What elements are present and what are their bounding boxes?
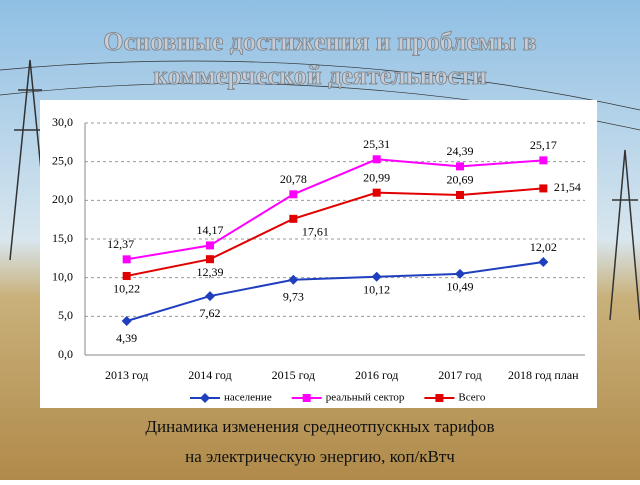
data-label: 25,31 <box>363 137 390 151</box>
legend-marker <box>302 394 311 402</box>
y-tick-label: 10,0 <box>52 269 73 283</box>
data-point <box>456 190 464 199</box>
chart-panel <box>40 100 597 408</box>
data-label: 25,17 <box>530 138 557 152</box>
legend-marker <box>200 393 210 403</box>
x-tick-label: 2015 год <box>272 368 315 382</box>
data-label: 10,49 <box>447 280 474 294</box>
data-label: 12,39 <box>197 265 224 279</box>
data-point <box>122 271 131 280</box>
slide-title: Основные достижения и проблемы в коммерче… <box>103 27 536 90</box>
data-label: 17,61 <box>302 225 329 239</box>
data-point <box>538 257 549 268</box>
x-tick-label: 2013 год <box>105 368 148 382</box>
data-point <box>539 184 548 193</box>
y-tick-label: 25,0 <box>52 153 73 167</box>
data-point <box>206 241 214 250</box>
y-tick-label: 0,0 <box>58 347 73 361</box>
data-label: 21,54 <box>554 180 581 194</box>
data-point <box>121 316 132 327</box>
data-label: 10,22 <box>113 282 140 296</box>
caption: Динамика изменения среднеотпускных тариф… <box>145 417 494 436</box>
data-point <box>289 190 298 199</box>
legend-label: население <box>224 392 272 404</box>
data-label: 10,12 <box>363 282 390 296</box>
data-label: 9,73 <box>283 290 304 304</box>
legend-label: реальный сектор <box>326 392 405 404</box>
data-point <box>122 255 131 264</box>
data-label: 20,69 <box>447 173 474 187</box>
y-tick-label: 15,0 <box>52 231 73 245</box>
data-label: 12,02 <box>530 240 557 254</box>
y-tick-label: 30,0 <box>52 115 73 129</box>
data-label: 7,62 <box>200 306 221 320</box>
x-tick-label: 2016 год <box>355 368 398 382</box>
data-point <box>455 268 465 279</box>
data-label: 14,17 <box>197 223 224 237</box>
series-line <box>126 158 544 261</box>
x-tick-label: 2017 год <box>438 368 481 382</box>
data-label: 24,39 <box>447 144 474 158</box>
data-label: 4,39 <box>116 331 137 345</box>
data-point <box>372 188 381 197</box>
x-tick-label: 2014 год <box>188 368 231 382</box>
series-line <box>126 261 544 323</box>
data-point <box>371 271 382 282</box>
data-point <box>289 214 298 223</box>
y-tick-label: 5,0 <box>58 308 73 322</box>
data-point <box>456 162 464 171</box>
data-point <box>288 274 299 285</box>
data-point <box>205 291 215 302</box>
legend-label: Всего <box>458 392 485 404</box>
series-line <box>126 187 544 277</box>
caption: на электрическую энергию, коп/кВтч <box>185 447 455 466</box>
x-tick-label: 2018 год план <box>508 368 579 382</box>
data-label: 20,78 <box>280 172 307 186</box>
legend-marker <box>435 394 444 402</box>
data-label: 20,99 <box>363 170 390 184</box>
y-tick-label: 20,0 <box>52 192 73 206</box>
data-point <box>372 155 381 164</box>
data-point <box>206 255 214 264</box>
data-point <box>539 156 548 165</box>
data-label: 12,37 <box>107 237 134 251</box>
